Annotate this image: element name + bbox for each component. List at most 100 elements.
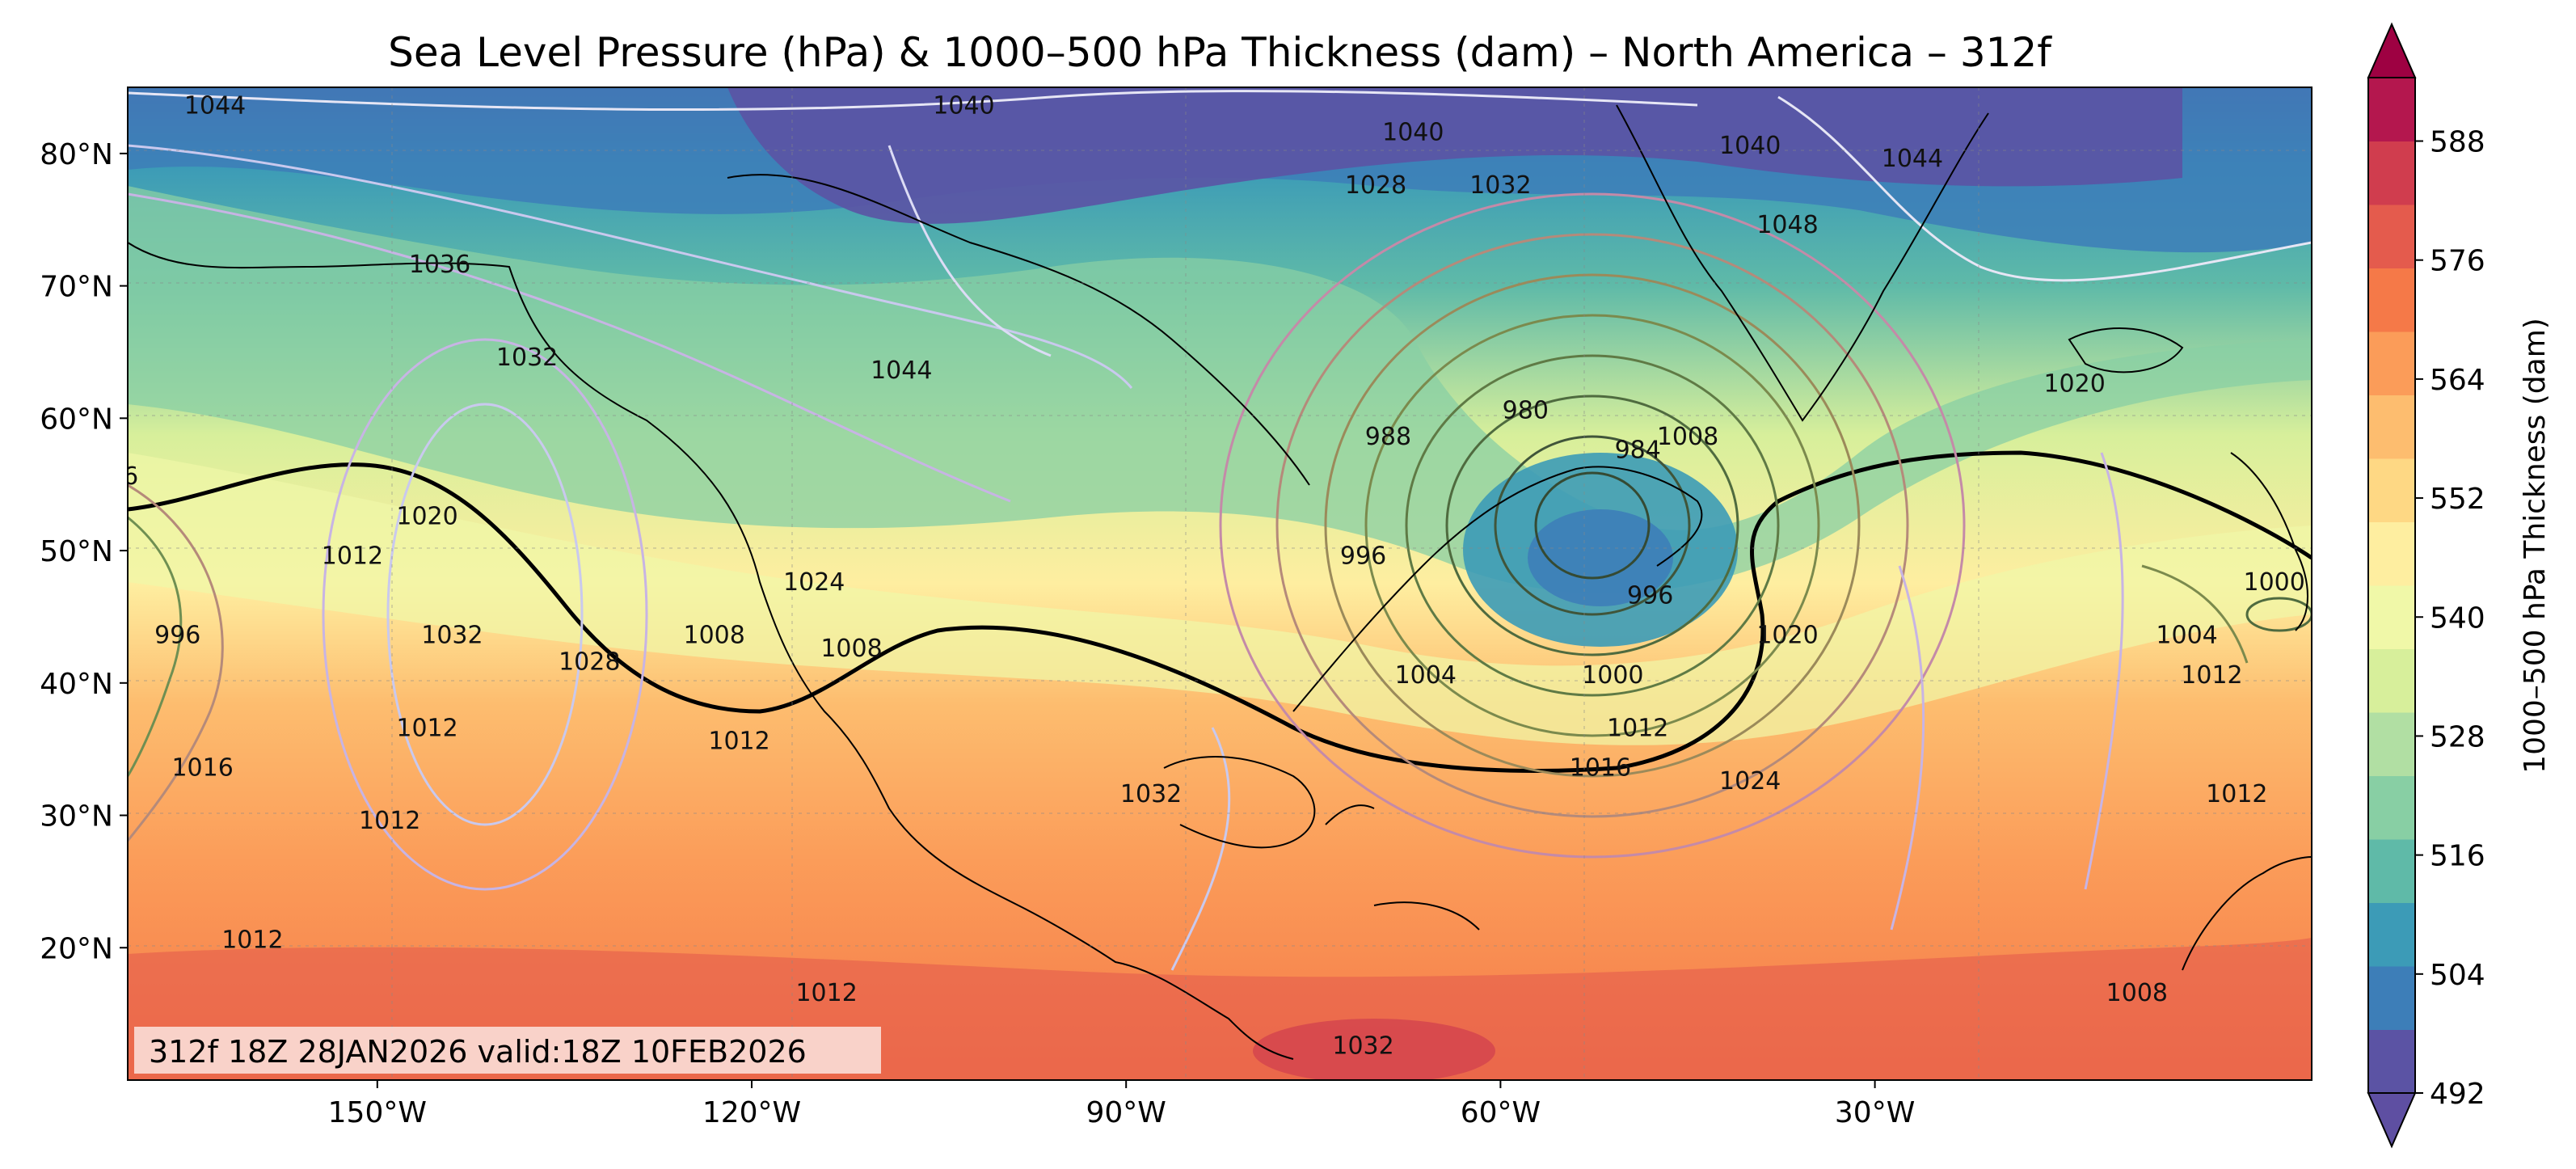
lat-tick-label: 40°N [40,668,113,701]
thickness-fill [128,87,2312,1080]
isobar-label: 996 [154,622,200,650]
colorbar-segment [2368,1029,2415,1094]
colorbar-tick-label: 540 [2430,601,2485,635]
colorbar-tick-label: 564 [2430,364,2485,397]
lat-tick-label: 70°N [40,271,113,304]
isobar-label: 1032 [1469,171,1531,200]
isobar-label: 1032 [1120,780,1182,808]
colorbar-tick-label: 504 [2430,959,2485,992]
isobar-label: 1044 [1882,145,1943,173]
colorbar-segment [2368,648,2415,713]
lat-tick-label: 20°N [40,932,113,965]
colorbar-segment [2368,902,2415,967]
colorbar-segment [2368,458,2415,522]
colorbar-segment [2368,966,2415,1030]
isobar-label: 1032 [421,622,483,650]
thickness-540-line [128,450,2312,773]
gridlines [128,87,2312,1080]
lat-tick-label: 50°N [40,535,113,568]
lon-tick-label: 60°W [1461,1096,1541,1129]
isobar-label: 1012 [221,926,283,954]
isobar-label: 1040 [933,92,994,120]
isobar-label: 1012 [1607,714,1668,742]
isobar-label: 1012 [322,542,383,570]
lat-tick-label: 30°N [40,800,113,833]
colorbar-segment [2368,839,2415,903]
isobar-label: 980 [1503,396,1549,424]
colorbar-under-triangle [2367,1092,2417,1149]
colorbar-segment [2368,712,2415,776]
isobar-label: 1016 [1570,753,1631,782]
latitude-ticks: 80°N 70°N 60°N 50°N 40°N 30°N 20°N [40,138,128,965]
isobar-label: 1032 [1332,1032,1393,1060]
isobar-label: 1028 [559,648,620,676]
colorbar: 492 504 516 528 540 552 564 576 588 [2367,22,2485,1149]
map-panel: 1044 1040 1040 1028 1032 1040 1044 1048 1036 1032… [92,87,2312,1080]
colorbar-segment [2368,331,2415,395]
colorbar-segment [2368,78,2415,141]
valid-time-label: 312f 18Z 28JAN2026 valid:18Z 10FEB2026 [149,1034,807,1070]
isobar-label: 1004 [1395,661,1457,690]
isobar-label: 988 [1365,423,1411,451]
isobar-label: 1012 [2206,780,2267,808]
colorbar-tick-label: 576 [2430,245,2485,278]
lon-tick-label: 150°W [328,1096,427,1129]
colorbar-over-triangle [2367,22,2417,78]
isobar-label: 1040 [1719,132,1781,160]
isobar-label: 996 [92,462,138,491]
isobar-label: 1008 [1657,423,1718,451]
slp-isobars [128,90,2312,971]
colorbar-segment [2368,585,2415,649]
valid-time-box [134,1027,881,1074]
colorbar-segment [2368,521,2415,586]
isobar-label: 1048 [1756,211,1818,239]
isobar-label: 1012 [396,714,457,742]
colorbar-tick-label: 516 [2430,840,2485,873]
isobar-label: 1020 [396,502,457,530]
lat-tick-label: 80°N [40,138,113,171]
isobar-label: 984 [1615,436,1661,464]
lon-tick-label: 30°W [1835,1096,1915,1129]
lon-tick-label: 120°W [702,1096,801,1129]
isobar-label: 1044 [871,357,932,385]
colorbar-tick-label: 552 [2430,483,2485,516]
isobar-label: 1012 [795,979,857,1007]
isobar-label: 1000 [1582,661,1643,690]
figure-title: Sea Level Pressure (hPa) & 1000–500 hPa … [388,29,2052,76]
isobar-label: 1028 [1345,171,1406,200]
isobar-label: 1016 [171,753,233,782]
isobar-label: 1008 [820,635,882,663]
colorbar-segment [2368,141,2415,205]
slp-labels: 1044 1040 1040 1028 1032 1040 1044 1048 1036 1032… [92,92,2305,1061]
isobar-label: 996 [1627,582,1673,610]
isobar-label: 1008 [2106,979,2168,1007]
isobar-label: 1004 [2156,622,2217,650]
colorbar-frame [2367,77,2416,1094]
isobar-label: 1012 [359,807,420,835]
isobar-label: 1036 [409,251,470,279]
coastlines [128,104,2312,1060]
map-frame [127,87,2312,1081]
colorbar-tick-label: 588 [2430,126,2485,159]
lat-tick-label: 60°N [40,403,113,436]
isobar-label: 1032 [496,344,558,372]
isobar-label: 1000 [2244,568,2305,597]
colorbar-segment [2368,775,2415,840]
isobar-label: 1024 [1719,767,1781,796]
isobar-label: 1020 [1756,622,1818,650]
isobar-label: 1012 [708,728,769,756]
isobar-label: 1012 [2181,661,2242,690]
isobar-label: 1008 [684,622,745,650]
colorbar-tick-label: 528 [2430,720,2485,753]
colorbar-segment [2368,395,2415,459]
isobar-label: 996 [1340,542,1386,570]
isobar-label: 1024 [783,568,845,597]
colorbar-segment [2368,205,2415,268]
lon-tick-label: 90°W [1086,1096,1166,1129]
longitude-ticks: 150°W 120°W 90°W 60°W 30°W [328,1080,1915,1129]
isobar-label: 1020 [2043,370,2105,399]
isobar-label: 1040 [1382,118,1444,146]
colorbar-label: 1000–500 hPa Thickness (dam) [2519,318,2552,774]
colorbar-tick-label: 492 [2430,1078,2485,1111]
